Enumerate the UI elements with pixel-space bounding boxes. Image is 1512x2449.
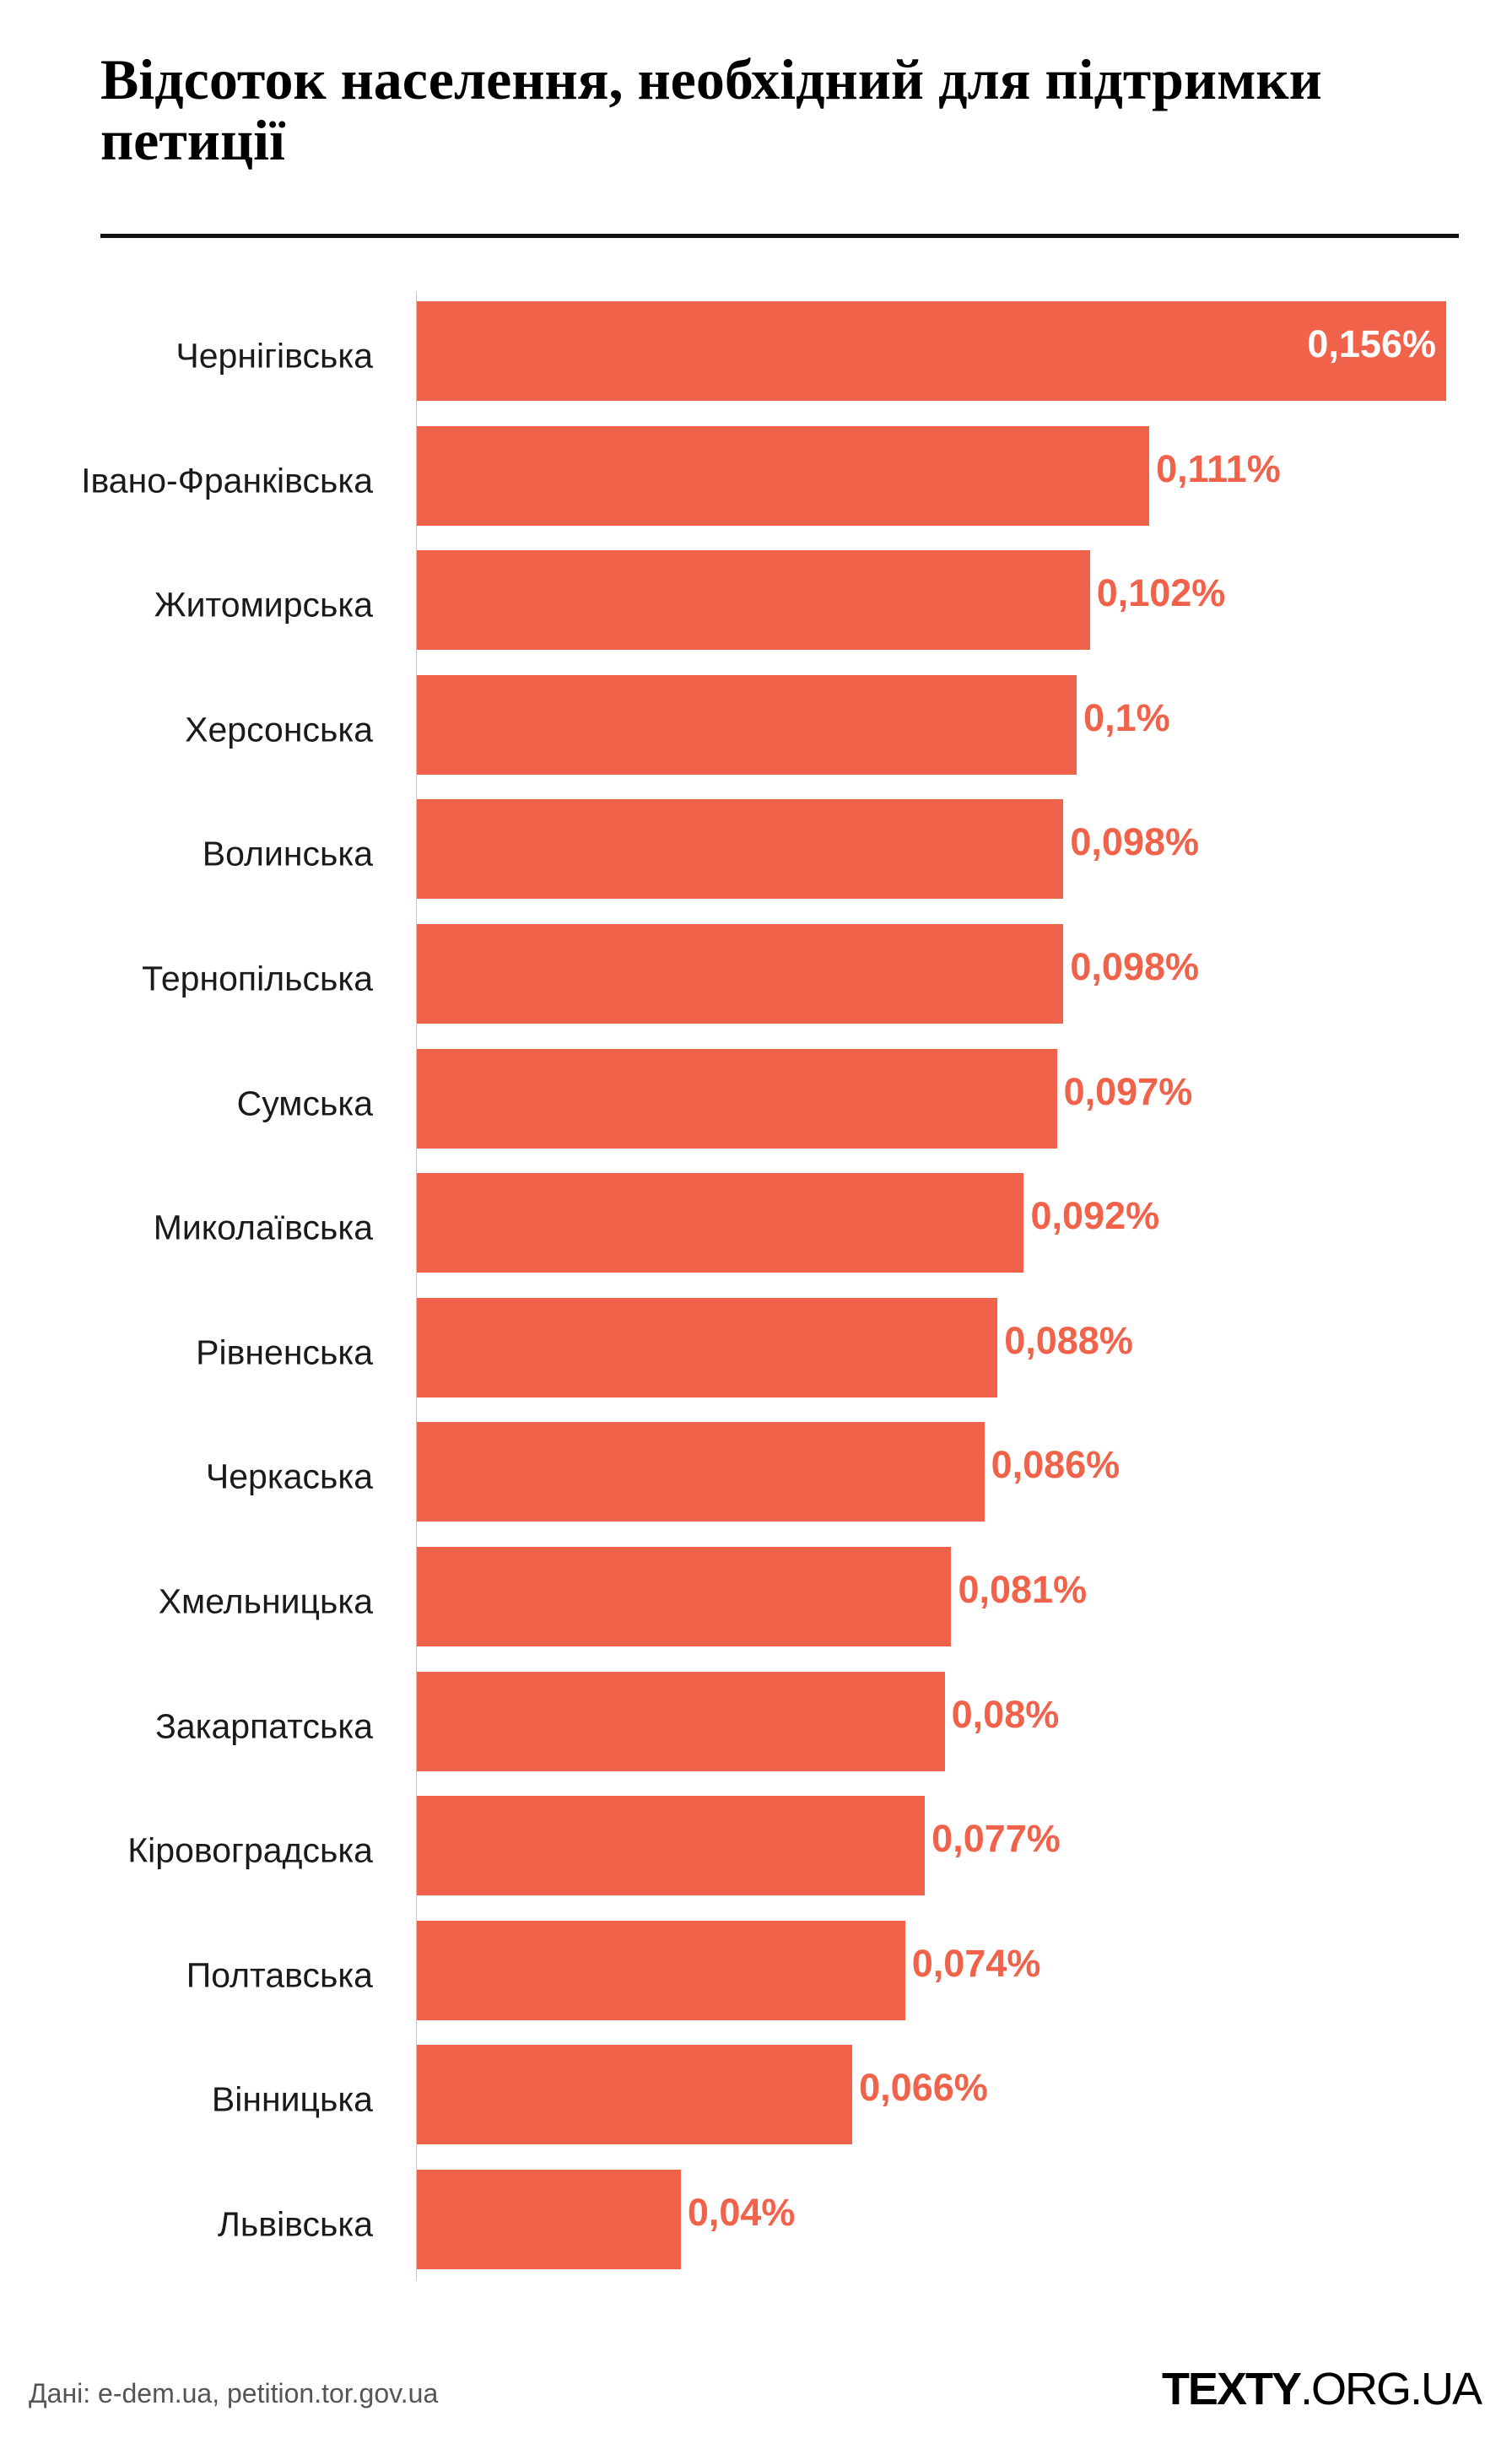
- category-label: Херсонська: [185, 710, 373, 749]
- bar: [417, 799, 1064, 900]
- bar: [417, 1422, 985, 1522]
- bar: [417, 1920, 905, 2020]
- bar: [417, 425, 1150, 526]
- bar: [417, 2170, 681, 2269]
- category-label: Івано-Франківська: [81, 461, 373, 500]
- value-label: 0,074%: [911, 1941, 1041, 1985]
- value-label: 0,081%: [958, 1568, 1088, 1611]
- bar: [417, 1297, 998, 1397]
- bar: [417, 1547, 952, 1646]
- bar: [417, 301, 1446, 401]
- data-source: Дані: e-dem.ua, petition.tor.gov.ua: [29, 2378, 439, 2408]
- value-label: 0,086%: [991, 1443, 1120, 1487]
- value-label: 0,04%: [687, 2191, 796, 2234]
- chart-title: Відсоток населення, необхідний для підтр…: [100, 47, 1322, 172]
- value-label: 0,066%: [859, 2066, 988, 2110]
- category-label: Полтавська: [186, 1955, 373, 1995]
- value-label: 0,098%: [1070, 820, 1200, 864]
- y-axis-line: [416, 291, 417, 2281]
- value-label: 0,077%: [932, 1817, 1061, 1861]
- bar: [417, 1048, 1057, 1149]
- bar: [417, 1671, 945, 1771]
- category-label: Черкаська: [205, 1457, 373, 1496]
- title-divider: [100, 234, 1459, 238]
- category-label: Рівненська: [196, 1333, 373, 1372]
- value-label: 0,088%: [1004, 1318, 1133, 1362]
- category-label: Львівська: [218, 2204, 373, 2244]
- bar: [417, 924, 1064, 1024]
- value-label: 0,097%: [1063, 1069, 1193, 1113]
- bar: [417, 550, 1090, 651]
- logo-rest: .ORG.UA: [1299, 2364, 1482, 2414]
- bar: [417, 1796, 926, 1896]
- bar: [417, 2045, 853, 2145]
- texty-logo[interactable]: TEXTY.ORG.UA: [1161, 2363, 1482, 2415]
- value-label: 0,102%: [1096, 571, 1226, 615]
- value-label: 0,08%: [951, 1692, 1060, 1736]
- category-label: Миколаївська: [153, 1208, 373, 1247]
- category-label: Хмельницька: [158, 1581, 373, 1621]
- logo-bold: TEXTY: [1161, 2364, 1302, 2414]
- category-label: Закарпатська: [155, 1706, 373, 1746]
- bar: [417, 1173, 1024, 1273]
- value-label: 0,092%: [1030, 1194, 1160, 1238]
- value-label: 0,098%: [1070, 945, 1200, 988]
- value-label: 0,1%: [1083, 695, 1170, 739]
- bar: [417, 674, 1077, 775]
- category-label: Волинська: [202, 834, 373, 873]
- category-label: Житомирська: [154, 585, 373, 624]
- category-label: Чернігівська: [176, 336, 373, 376]
- value-label: 0,111%: [1156, 446, 1281, 490]
- category-label: Вінницька: [211, 2079, 373, 2119]
- category-label: Сумська: [236, 1084, 373, 1123]
- value-label: 0,156%: [1307, 322, 1436, 365]
- category-label: Тернопільська: [142, 959, 373, 998]
- category-label: Кіровоградська: [127, 1830, 373, 1870]
